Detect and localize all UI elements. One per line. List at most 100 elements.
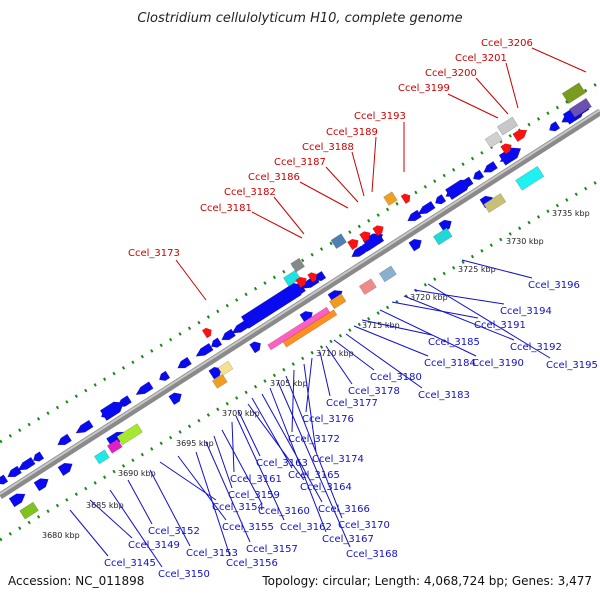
gene-feature-orange[interactable]: [383, 191, 398, 206]
gene-feature-cyan[interactable]: [515, 165, 545, 191]
gene-label[interactable]: Ccel_3161: [230, 474, 282, 485]
gene-label[interactable]: Ccel_3192: [510, 342, 562, 353]
gene-feature-orange-long[interactable]: [282, 309, 338, 348]
gene-forward[interactable]: [208, 364, 224, 380]
gene-reverse[interactable]: [5, 465, 22, 480]
gene-label[interactable]: Ccel_3178: [348, 386, 400, 397]
gene-feature-khaki[interactable]: [483, 193, 507, 214]
gene-label[interactable]: Ccel_3160: [258, 506, 310, 517]
gene-hit-red[interactable]: [512, 126, 530, 142]
gene-label[interactable]: Ccel_3149: [128, 540, 180, 551]
gene-hit-red[interactable]: [347, 237, 361, 251]
gene-reverse[interactable]: [55, 433, 72, 448]
gene-label[interactable]: Ccel_3163: [256, 458, 308, 469]
gene-feature-yellow[interactable]: [217, 360, 234, 376]
gene-reverse[interactable]: [471, 169, 485, 182]
gene-label[interactable]: Ccel_3167: [322, 534, 374, 545]
gene-label[interactable]: Ccel_3199: [398, 83, 450, 94]
gene-label[interactable]: Ccel_3184: [424, 358, 476, 369]
gene-forward[interactable]: [33, 475, 51, 492]
gene-hit-red[interactable]: [295, 275, 309, 288]
gene-label[interactable]: Ccel_3162: [280, 522, 332, 533]
gene-label[interactable]: Ccel_3168: [346, 549, 398, 560]
gene-label[interactable]: Ccel_3166: [318, 504, 370, 515]
gene-hit-red[interactable]: [201, 326, 214, 339]
gene-feature-green[interactable]: [19, 501, 39, 520]
gene-feature-olive[interactable]: [561, 82, 586, 104]
gene-hit-red[interactable]: [500, 141, 514, 155]
gene-reverse[interactable]: [481, 160, 498, 175]
gene-feature-magenta[interactable]: [106, 438, 123, 454]
gene-reverse[interactable]: [219, 328, 236, 343]
gene-label[interactable]: Ccel_3187: [274, 157, 326, 168]
gene-reverse[interactable]: [547, 121, 561, 133]
gene-reverse[interactable]: [0, 474, 9, 487]
gene-label[interactable]: Ccel_3177: [326, 398, 378, 409]
gene-feature-steel[interactable]: [378, 265, 397, 283]
gene-reverse[interactable]: [194, 342, 214, 359]
gene-hit-red[interactable]: [359, 229, 373, 243]
gene-hit-red[interactable]: [400, 192, 413, 204]
gene-label[interactable]: Ccel_3157: [246, 544, 298, 555]
gene-label[interactable]: Ccel_3176: [302, 414, 354, 425]
gene-label[interactable]: Ccel_3174: [312, 454, 364, 465]
gene-label[interactable]: Ccel_3150: [158, 569, 210, 580]
gene-label[interactable]: Ccel_3180: [370, 372, 422, 383]
gene-label[interactable]: Ccel_3191: [474, 320, 526, 331]
gene-reverse[interactable]: [157, 370, 171, 383]
gene-label[interactable]: Ccel_3185: [428, 337, 480, 348]
gene-label[interactable]: Ccel_3188: [302, 142, 354, 153]
gene-label[interactable]: Ccel_3195: [546, 360, 598, 371]
gene-forward[interactable]: [99, 398, 127, 421]
gene-label[interactable]: Ccel_3206: [481, 38, 533, 49]
gene-feature-lightgreen[interactable]: [116, 423, 143, 446]
gene-label[interactable]: Ccel_3152: [148, 526, 200, 537]
gene-label[interactable]: Ccel_3186: [248, 172, 300, 183]
gene-forward[interactable]: [249, 339, 264, 354]
gene-label[interactable]: Ccel_3153: [186, 548, 238, 559]
gene-label[interactable]: Ccel_3155: [222, 522, 274, 533]
gene-forward[interactable]: [57, 460, 75, 477]
gene-feature-orange[interactable]: [212, 374, 228, 389]
gene-label[interactable]: Ccel_3159: [228, 490, 280, 501]
gene-feature-purple[interactable]: [568, 97, 592, 118]
gene-label[interactable]: Ccel_3194: [500, 306, 552, 317]
gene-feature-cyan[interactable]: [433, 227, 453, 246]
gene-reverse[interactable]: [175, 356, 192, 371]
gene-reverse[interactable]: [209, 337, 223, 350]
gene-label[interactable]: Ccel_3156: [226, 558, 278, 569]
gene-forward[interactable]: [8, 490, 28, 508]
gene-feature-grey[interactable]: [484, 131, 503, 149]
gene-forward[interactable]: [240, 279, 308, 329]
gene-reverse[interactable]: [405, 209, 422, 224]
gene-reverse[interactable]: [134, 381, 154, 398]
gene-hit-red[interactable]: [372, 223, 386, 237]
gene-reverse[interactable]: [74, 419, 94, 436]
gene-feature-grey[interactable]: [496, 116, 519, 136]
gene-label[interactable]: Ccel_3196: [528, 280, 580, 291]
gene-forward[interactable]: [445, 176, 473, 201]
gene-label[interactable]: Ccel_3189: [326, 127, 378, 138]
gene-label[interactable]: Ccel_3201: [455, 53, 507, 64]
gene-feature-cyan[interactable]: [94, 449, 110, 465]
gene-feature-pink[interactable]: [267, 306, 331, 351]
gene-label[interactable]: Ccel_3145: [104, 558, 156, 569]
gene-reverse[interactable]: [313, 270, 327, 283]
gene-reverse[interactable]: [416, 200, 436, 217]
gene-label[interactable]: Ccel_3200: [425, 68, 477, 79]
gene-label[interactable]: Ccel_3164: [300, 482, 352, 493]
gene-reverse[interactable]: [433, 194, 447, 206]
gene-feature-steel[interactable]: [330, 233, 347, 250]
gene-reverse[interactable]: [31, 451, 45, 464]
gene-feature-orange[interactable]: [329, 293, 347, 310]
gene-label[interactable]: Ccel_3154: [212, 502, 264, 513]
gene-label[interactable]: Ccel_3173: [128, 248, 180, 259]
gene-forward[interactable]: [408, 236, 424, 252]
gene-label[interactable]: Ccel_3165: [288, 470, 340, 481]
gene-label[interactable]: Ccel_3190: [472, 358, 524, 369]
gene-label[interactable]: Ccel_3170: [338, 520, 390, 531]
gene-label[interactable]: Ccel_3183: [418, 390, 470, 401]
gene-label[interactable]: Ccel_3193: [354, 111, 406, 122]
gene-reverse[interactable]: [16, 456, 36, 473]
gene-feature-salmon[interactable]: [358, 278, 377, 296]
